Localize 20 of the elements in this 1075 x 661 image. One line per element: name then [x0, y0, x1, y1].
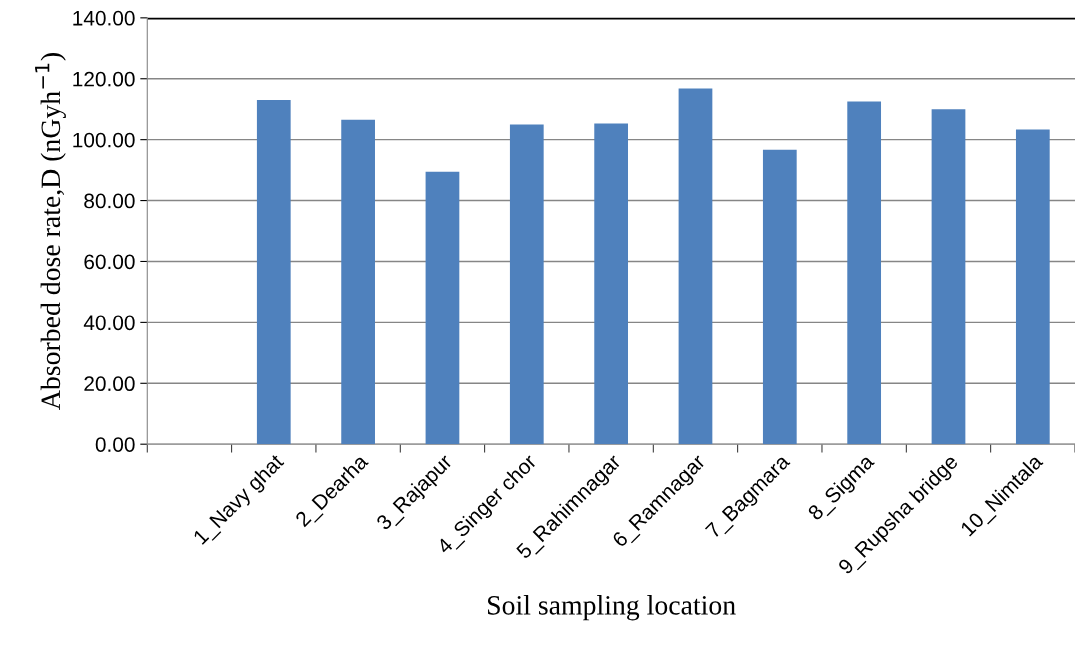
- y-tick-label: 40.00: [83, 315, 135, 331]
- y-tick-label: 120.00: [73, 71, 135, 87]
- bar: [425, 171, 460, 445]
- bar: [762, 149, 797, 445]
- bar: [931, 109, 966, 445]
- y-tick-label: 60.00: [84, 254, 135, 270]
- y-tick-label: 0.00: [95, 437, 135, 452]
- bar: [1015, 129, 1050, 445]
- y-tick-label: 80.00: [84, 193, 135, 209]
- bar: [341, 119, 375, 445]
- bar: [509, 124, 544, 445]
- bar: [847, 101, 882, 445]
- bar: [594, 123, 629, 445]
- y-tick-label: 20.00: [84, 376, 135, 392]
- x-axis-title: Soil sampling location: [488, 595, 736, 621]
- bar: [678, 88, 713, 445]
- y-tick-label: 140.00: [73, 10, 135, 26]
- y-axis-title: Absorbed dose rate,D (nGyh$^{−1}$): [35, 53, 66, 410]
- y-tick-label: 100.00: [73, 132, 135, 148]
- bar: [256, 100, 291, 445]
